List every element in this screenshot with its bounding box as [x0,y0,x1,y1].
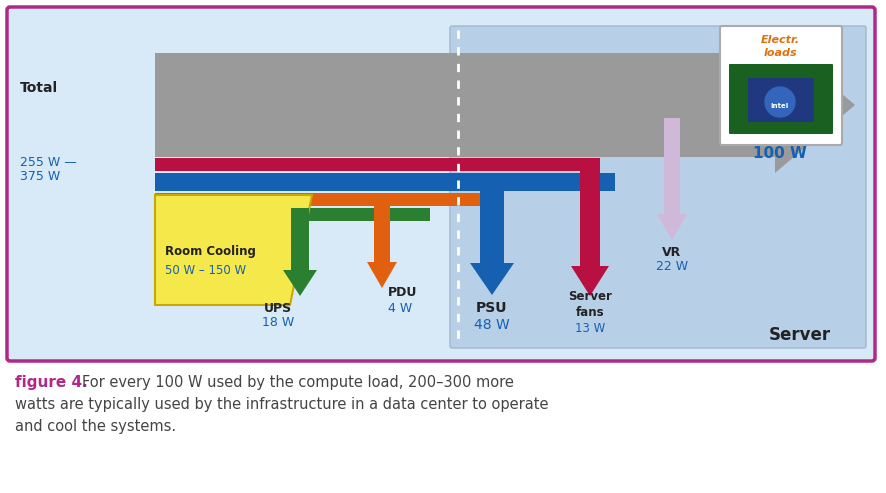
Text: intel: intel [771,103,789,109]
Text: 255 W —: 255 W — [20,155,77,169]
Text: PSU: PSU [477,301,508,315]
FancyBboxPatch shape [7,7,875,361]
Text: Server: Server [769,326,831,344]
FancyBboxPatch shape [450,26,866,348]
Circle shape [765,87,795,117]
Text: Server
fans: Server fans [568,290,612,319]
Polygon shape [155,37,855,173]
FancyArrow shape [367,193,397,288]
Bar [155,193,485,206]
Text: Total: Total [20,81,58,95]
Bar [155,173,615,191]
FancyArrow shape [571,158,609,296]
Text: Electr.: Electr. [760,35,799,45]
Text: 18 W: 18 W [262,317,294,329]
Text: 50 W – 150 W: 50 W – 150 W [165,263,246,277]
Text: Room Cooling: Room Cooling [165,246,256,258]
Text: loads: loads [763,48,797,58]
Text: watts are typically used by the infrastructure in a data center to operate: watts are typically used by the infrastr… [15,397,548,412]
Text: VR: VR [663,246,681,258]
Text: 13 W: 13 W [575,321,605,334]
Text: figure 4.: figure 4. [15,375,88,390]
FancyArrow shape [470,173,514,295]
Text: 4 W: 4 W [388,302,412,315]
FancyBboxPatch shape [729,64,833,134]
Text: 100 W: 100 W [753,145,807,161]
Text: PDU: PDU [388,285,417,298]
Text: For every 100 W used by the compute load, 200–300 more: For every 100 W used by the compute load… [82,375,514,390]
Bar [748,78,814,122]
FancyBboxPatch shape [720,26,842,145]
FancyArrow shape [657,118,687,240]
Text: 48 W: 48 W [474,318,509,332]
Bar [155,208,430,221]
Text: UPS: UPS [264,302,292,315]
Text: 375 W: 375 W [20,171,60,183]
FancyArrow shape [283,208,317,296]
Bar [155,158,600,171]
Polygon shape [155,195,312,305]
Text: 22 W: 22 W [656,260,688,274]
Text: and cool the systems.: and cool the systems. [15,419,176,434]
